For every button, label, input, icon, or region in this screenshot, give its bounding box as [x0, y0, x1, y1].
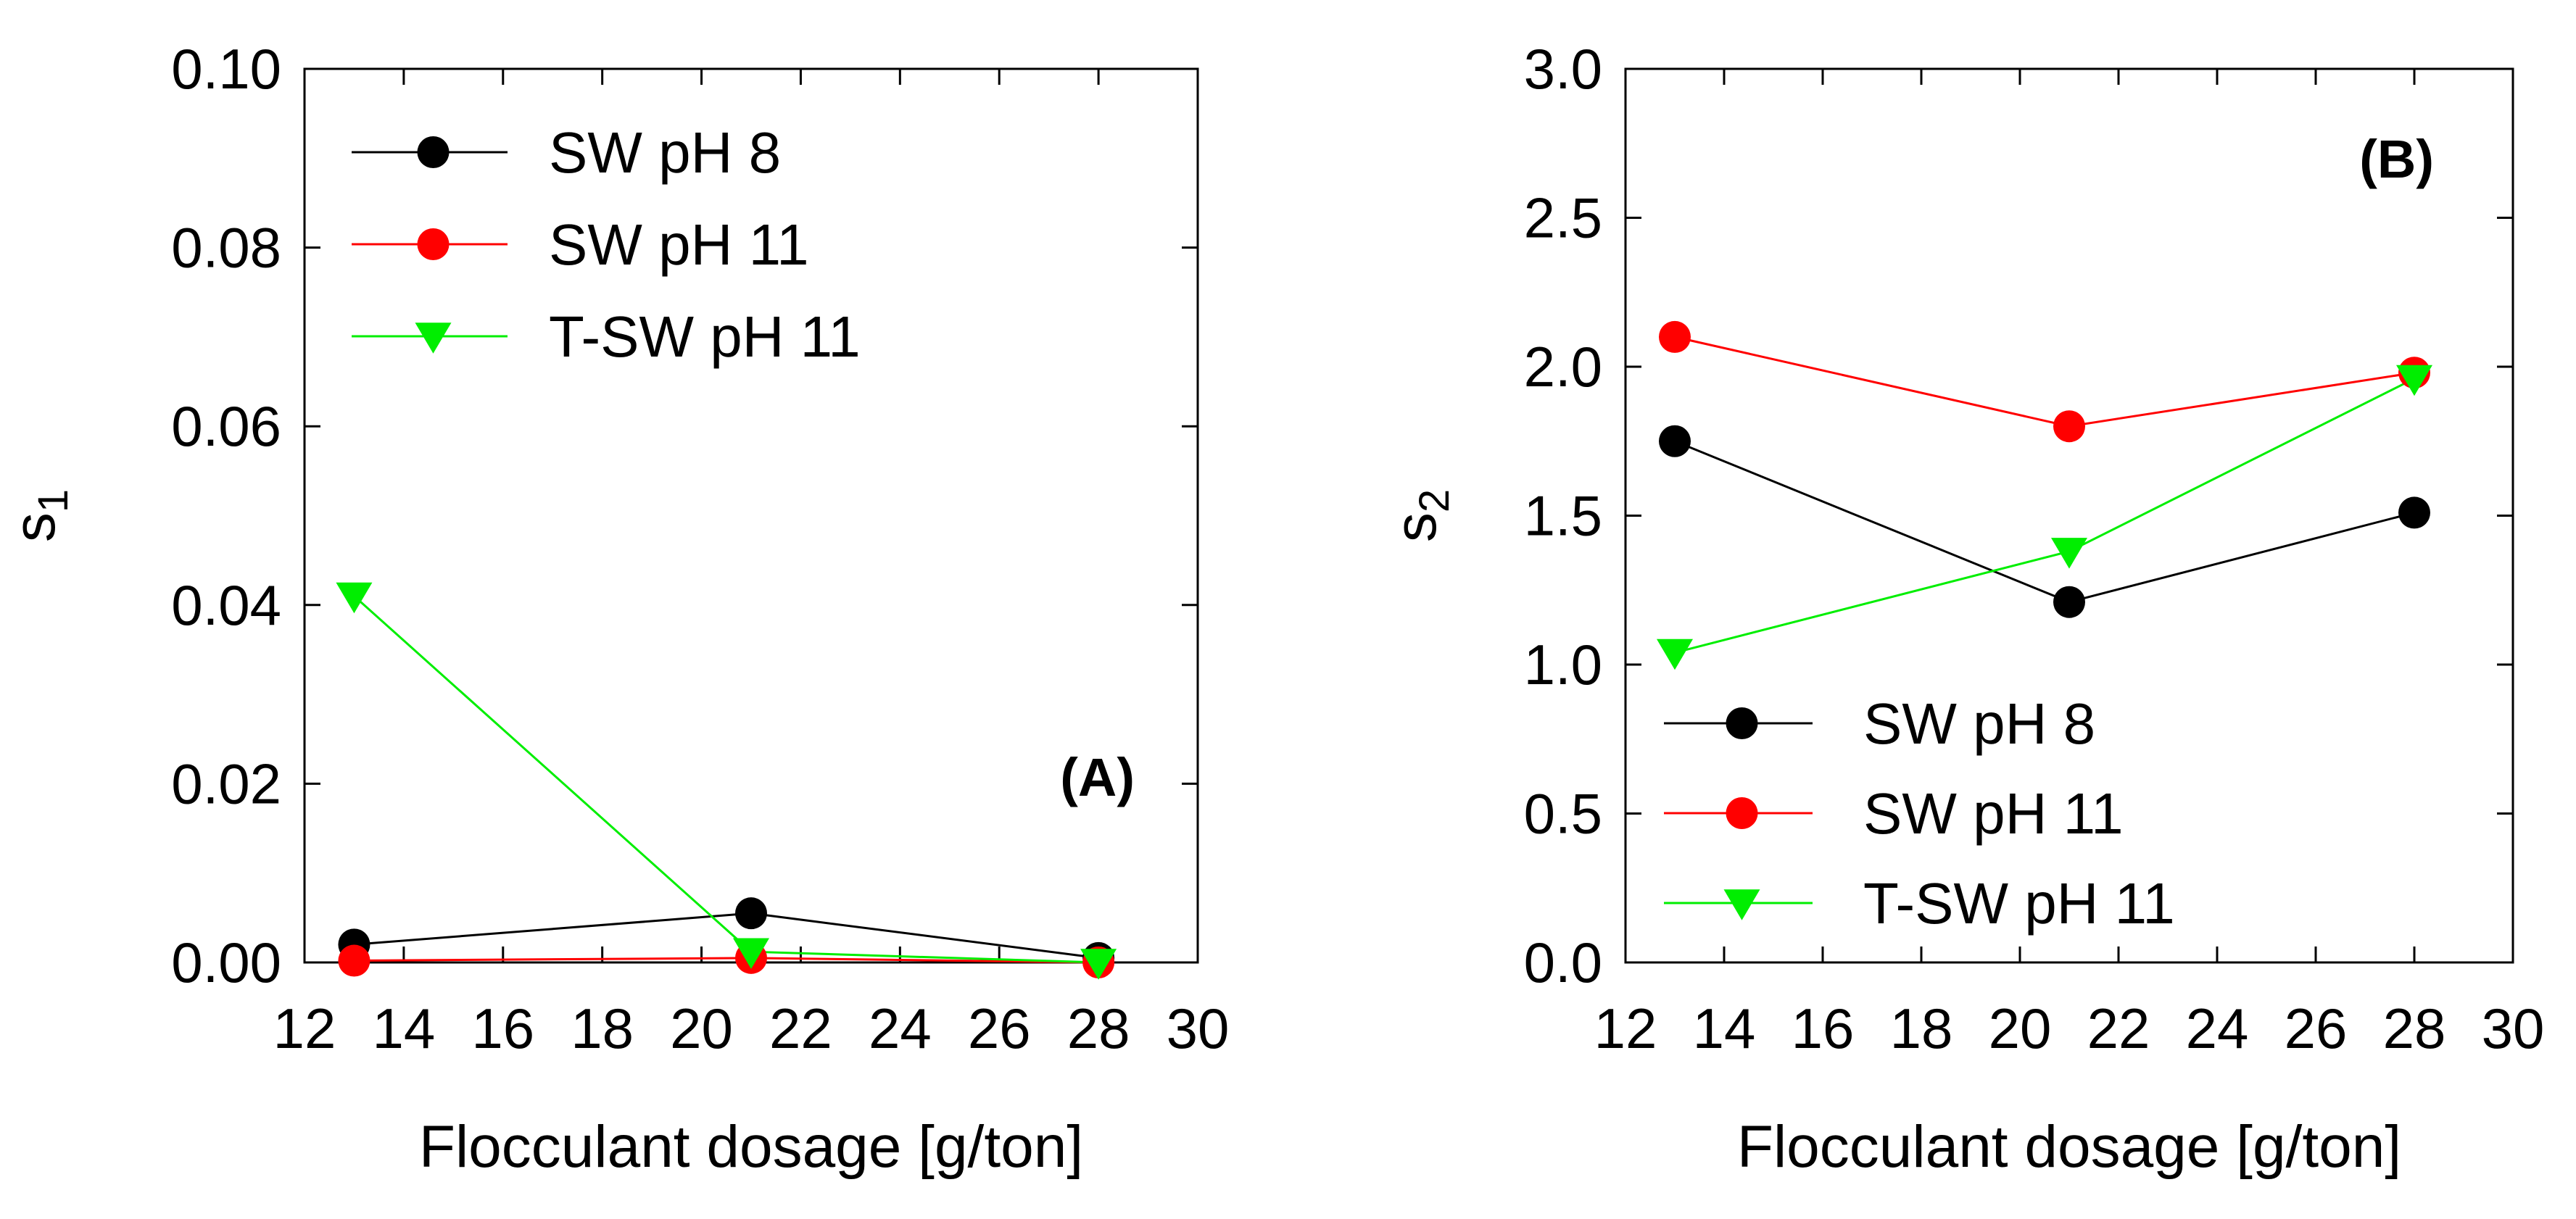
y-tick-label: 1.5 [1524, 484, 1602, 548]
x-tick-label: 24 [2186, 997, 2249, 1060]
x-axis-title: Flocculant dosage [g/ton] [1737, 1114, 2401, 1180]
data-point-s3-3 [2396, 365, 2432, 396]
x-tick-label: 28 [1067, 997, 1130, 1060]
data-point-s3-1 [336, 582, 373, 614]
y-tick-label: 0.0 [1524, 931, 1602, 994]
y-tick-label: 3.0 [1524, 37, 1602, 101]
data-point-s1-2 [2053, 586, 2085, 618]
y-tick-label: 0.00 [171, 931, 281, 994]
legend-marker [415, 323, 452, 354]
data-point-s1-3 [2398, 496, 2430, 529]
x-tick-label: 12 [273, 997, 336, 1060]
data-point-s3-2 [2051, 538, 2087, 569]
legend-marker [1726, 797, 1758, 829]
data-point-s2-1 [338, 944, 370, 977]
x-tick-label: 20 [1989, 997, 2052, 1060]
chart-panel-a: 12 14 16 18 20 22 24 26 28 30 0.00 0.02 0.04 0.06 0.08… [1, 37, 1229, 1180]
x-tick-label: 24 [869, 997, 932, 1060]
x-tick-label: 18 [1890, 997, 1953, 1060]
y-axis-title-base: s [1, 512, 67, 542]
data-point-s3-2 [733, 938, 769, 969]
panel-label: (B) [2359, 129, 2434, 189]
y-tick-label: 0.5 [1524, 782, 1602, 846]
y-axis-title-subscript: 2 [1411, 489, 1458, 512]
y-tick-label: 0.08 [171, 216, 281, 280]
x-tick-label: 26 [2285, 997, 2348, 1060]
legend-label: T-SW pH 11 [1863, 871, 2175, 936]
y-tick-label: 0.06 [171, 394, 281, 458]
x-axis-title: Flocculant dosage [g/ton] [419, 1114, 1083, 1180]
y-tick-label: 2.0 [1524, 335, 1602, 399]
legend-marker [417, 228, 450, 260]
x-tick-label: 30 [1167, 997, 1230, 1060]
x-tick-label: 30 [2482, 997, 2545, 1060]
x-tick-label: 22 [2087, 997, 2150, 1060]
x-tick-label: 16 [471, 997, 534, 1060]
legend-label: T-SW pH 11 [549, 304, 861, 369]
legend-label: SW pH 11 [1863, 781, 2124, 846]
data-point-s3-1 [1657, 638, 1693, 670]
x-tick-label: 16 [1792, 997, 1855, 1060]
y-tick-label: 1.0 [1524, 633, 1602, 696]
data-point-s2-1 [1659, 320, 1691, 353]
y-tick-label: 2.5 [1524, 186, 1602, 250]
data-point-s1-2 [735, 897, 767, 930]
y-axis-title-subscript: 1 [30, 489, 77, 512]
x-tick-label: 14 [1693, 997, 1756, 1060]
legend-marker [1726, 707, 1758, 739]
y-tick-label: 0.04 [171, 573, 281, 637]
x-tick-label: 12 [1594, 997, 1657, 1060]
panel-label: (A) [1060, 747, 1135, 807]
data-point-s3-3 [1080, 949, 1117, 980]
legend-marker [1723, 889, 1760, 920]
x-tick-label: 18 [571, 997, 634, 1060]
legend: SW pH 8 SW pH 11 T-SW pH 11 [1664, 691, 2175, 936]
x-tick-label: 22 [769, 997, 832, 1060]
y-axis-title-base: s [1383, 512, 1449, 542]
x-tick-label: 28 [2383, 997, 2446, 1060]
y-tick-label: 0.02 [171, 752, 281, 815]
y-tick-label: 0.10 [171, 37, 281, 101]
legend-label: SW pH 8 [549, 120, 781, 185]
legend: SW pH 8 SW pH 11 T-SW pH 11 [352, 120, 861, 369]
data-point-s2-2 [2053, 410, 2085, 443]
chart-panel-b: 12 14 16 18 20 22 24 26 28 30 0.0 0.5 1.0 1.5 2.0 2.5 3.… [1383, 37, 2544, 1180]
x-tick-label: 26 [968, 997, 1031, 1060]
legend-label: SW pH 11 [549, 212, 809, 277]
legend-marker [417, 136, 450, 168]
x-tick-label: 20 [670, 997, 733, 1060]
legend-label: SW pH 8 [1863, 691, 2095, 756]
y-axis-title: s2 [1383, 489, 1458, 542]
y-axis-title: s1 [1, 489, 77, 542]
x-tick-label: 14 [373, 997, 436, 1060]
data-point-s1-1 [1659, 425, 1691, 457]
